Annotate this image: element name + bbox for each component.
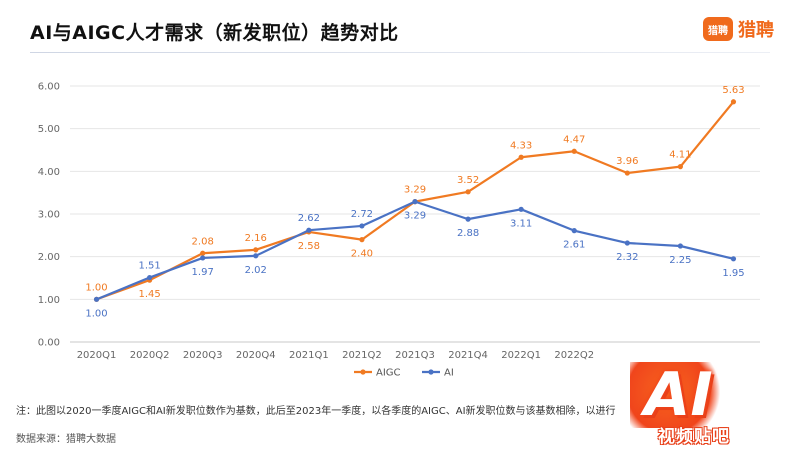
data-label-ai: 2.62 (298, 213, 320, 224)
brand-name: 猎聘 (738, 20, 774, 41)
data-label-ai: 1.95 (722, 268, 744, 279)
data-point-ai (571, 228, 577, 234)
data-label-ai: 1.51 (138, 261, 160, 272)
brand-logo: 猎聘 猎聘 (703, 16, 774, 42)
data-label-ai: 1.00 (85, 308, 107, 319)
x-tick-label: 2020Q3 (183, 350, 223, 361)
data-label-ai: 2.02 (245, 265, 267, 276)
data-point-ai (730, 256, 737, 262)
data-point-ai (412, 199, 418, 205)
y-tick-label: 4.00 (38, 167, 60, 178)
data-label-ai: 3.11 (510, 218, 532, 229)
watermark: AI 视频贴吧 (618, 362, 778, 450)
data-point-aigc (571, 148, 577, 154)
data-point-ai (253, 253, 259, 259)
y-tick-label: 5.00 (38, 124, 60, 135)
x-tick-label: 2021Q3 (395, 350, 435, 361)
data-label-aigc: 1.00 (85, 282, 107, 293)
x-tick-label: 2021Q4 (448, 350, 488, 361)
data-point-ai (465, 216, 471, 222)
data-label-aigc: 2.08 (192, 236, 214, 247)
y-tick-label: 0.00 (38, 338, 60, 349)
data-label-aigc: 3.52 (457, 175, 479, 186)
data-point-aigc (624, 170, 630, 176)
data-label-ai: 2.72 (351, 209, 373, 220)
data-label-aigc: 1.45 (138, 289, 160, 300)
chart-title: AI与AIGC人才需求（新发职位）趋势对比 (30, 22, 399, 44)
data-point-aigc (518, 154, 524, 160)
x-tick-label: 2022Q1 (501, 350, 541, 361)
legend-marker-ai (428, 369, 434, 375)
data-label-ai: 3.29 (404, 211, 426, 222)
data-point-aigc (465, 189, 471, 195)
data-label-aigc: 2.16 (245, 233, 267, 244)
data-label-aigc: 3.96 (616, 156, 638, 167)
data-label-aigc: 4.33 (510, 140, 532, 151)
y-tick-label: 6.00 (38, 82, 60, 93)
data-point-ai (624, 240, 630, 246)
x-tick-label: 2020Q2 (130, 350, 170, 361)
data-point-ai (200, 255, 206, 261)
data-label-ai: 2.88 (457, 228, 479, 239)
data-point-ai (306, 227, 312, 233)
watermark-ai-logo: AI (630, 362, 727, 428)
chart-footnote: 注：此图以2020一季度AIGC和AI新发职位数作为基数，此后至2023年一季度… (16, 406, 616, 417)
data-point-aigc (359, 237, 365, 243)
data-label-aigc: 5.63 (722, 85, 744, 96)
legend-marker-aigc (360, 369, 366, 375)
data-label-ai: 2.61 (563, 240, 585, 251)
data-label-ai: 2.25 (669, 255, 691, 266)
data-point-ai (518, 206, 524, 212)
data-label-aigc: 3.29 (404, 185, 426, 196)
data-point-ai (677, 243, 683, 249)
data-label-ai: 2.32 (616, 252, 638, 263)
data-point-aigc (253, 247, 259, 253)
data-label-ai: 1.97 (192, 267, 214, 278)
x-tick-label: 2021Q2 (342, 350, 382, 361)
data-label-aigc: 4.11 (669, 150, 691, 161)
data-point-ai (147, 274, 153, 281)
x-tick-label: 2020Q1 (77, 350, 117, 361)
data-source: 数据来源：猎聘大数据 (16, 434, 116, 445)
data-label-aigc: 2.58 (298, 241, 320, 252)
x-tick-label: 2022Q2 (554, 350, 594, 361)
y-tick-label: 2.00 (38, 252, 60, 263)
data-point-ai (359, 223, 365, 229)
data-label-aigc: 2.40 (351, 249, 373, 260)
data-point-ai (93, 296, 100, 302)
line-chart: 0.00 1.00 2.00 3.00 4.00 5.00 6.00 2020Q1 2020Q2… (38, 82, 760, 379)
data-point-aigc (730, 99, 737, 105)
legend-label-aigc: AIGC (376, 368, 401, 379)
y-tick-label: 1.00 (38, 295, 60, 306)
liepin-logo-icon: 猎聘 (703, 17, 733, 41)
data-point-aigc (200, 250, 206, 256)
data-point-aigc (677, 164, 683, 170)
data-label-aigc: 4.47 (563, 134, 585, 145)
legend-label-ai: AI (444, 368, 454, 379)
y-tick-label: 3.00 (38, 210, 60, 221)
x-tick-label: 2021Q1 (289, 350, 329, 361)
title-divider (30, 52, 770, 53)
x-tick-label: 2020Q4 (236, 350, 276, 361)
watermark-text: 视频贴吧 (658, 427, 730, 447)
